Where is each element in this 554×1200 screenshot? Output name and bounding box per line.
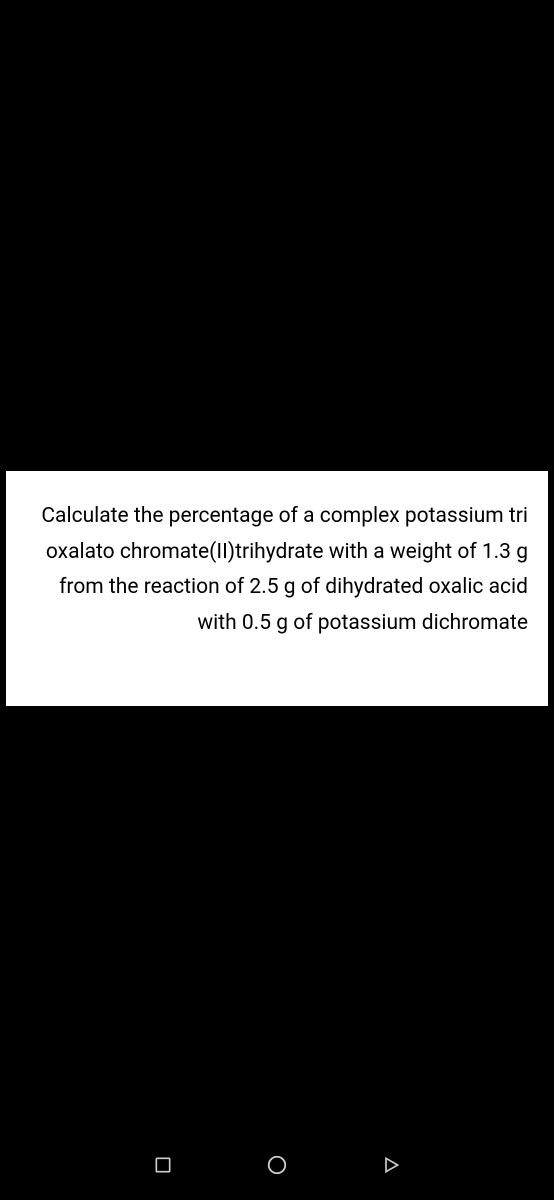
back-icon[interactable] bbox=[379, 1153, 403, 1177]
recent-apps-icon[interactable] bbox=[151, 1153, 175, 1177]
navigation-bar bbox=[0, 1130, 554, 1200]
question-text[interactable]: Calculate the percentage of a complex po… bbox=[26, 499, 528, 642]
question-card: Calculate the percentage of a complex po… bbox=[6, 471, 548, 706]
home-icon[interactable] bbox=[265, 1153, 289, 1177]
